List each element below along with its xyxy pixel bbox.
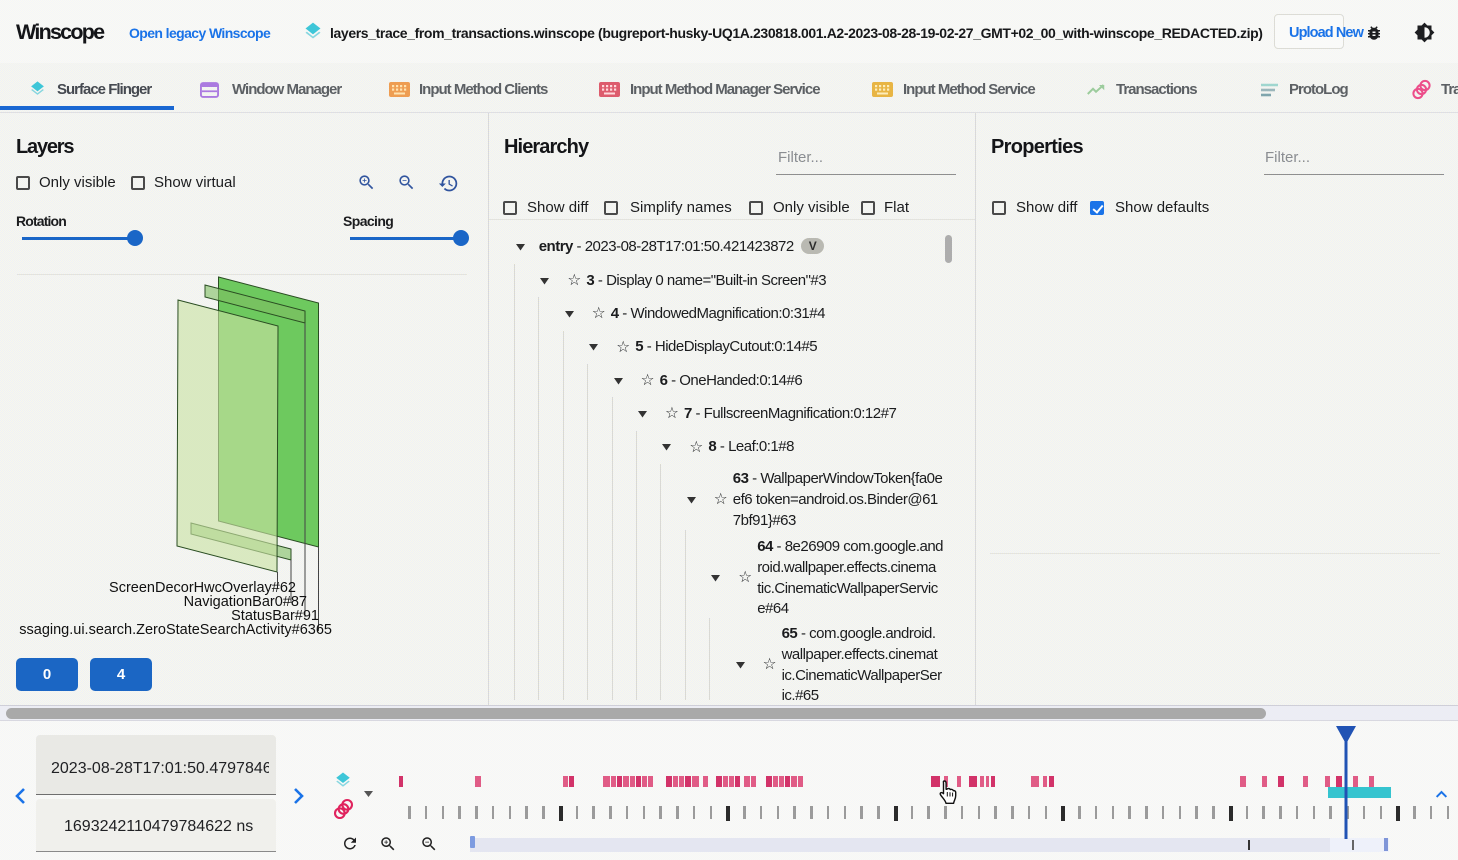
svg-text:ssaging.ui.search.ZeroStateSea: ssaging.ui.search.ZeroStateSearchActivit…	[19, 622, 332, 638]
svg-text:NavigationBar0#87: NavigationBar0#87	[184, 594, 307, 610]
svg-text:ScreenDecorHwcOverlay#62: ScreenDecorHwcOverlay#62	[109, 580, 296, 596]
svg-text:StatusBar#91: StatusBar#91	[231, 608, 319, 624]
